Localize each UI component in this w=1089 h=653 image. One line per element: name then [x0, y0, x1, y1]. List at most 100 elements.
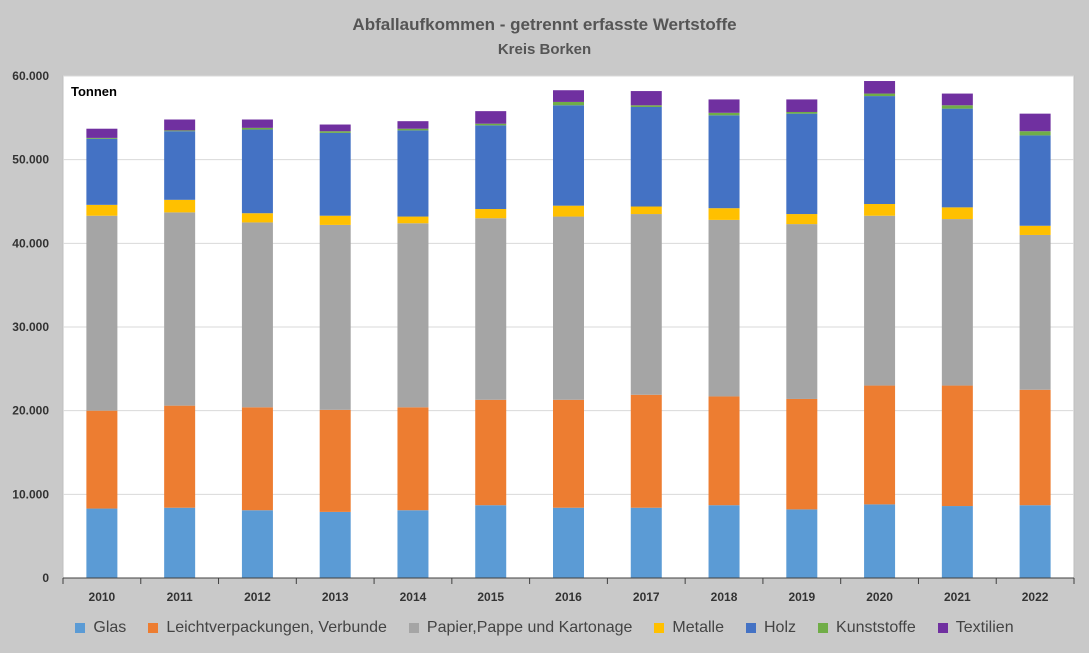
- bar-segment: [164, 119, 196, 131]
- bar-segment: [553, 399, 584, 508]
- legend-swatch: [654, 623, 665, 633]
- legend-entry: Textilien: [937, 619, 1014, 637]
- bar-segment: [786, 214, 818, 225]
- x-tick-label: 2011: [167, 590, 193, 604]
- bar-segment: [786, 224, 818, 399]
- y-tick-label: 20.000: [12, 404, 49, 418]
- bars: [86, 81, 1051, 578]
- bar-segment: [864, 81, 896, 94]
- bar-segment: [164, 405, 196, 508]
- bar-segment: [164, 507, 196, 578]
- bar-segment: [164, 130, 196, 132]
- bar-segment: [397, 407, 429, 511]
- bar-segment: [319, 511, 351, 578]
- bar-segment: [630, 91, 662, 106]
- bar-segment: [241, 129, 273, 214]
- bar-segment: [630, 507, 662, 578]
- y-tick-label: 0: [42, 571, 49, 585]
- bar-segment: [319, 131, 351, 133]
- bar-segment: [941, 207, 973, 220]
- legend-entry: Glas: [75, 619, 126, 637]
- bar-segment: [1019, 135, 1051, 226]
- bar-segment: [941, 105, 973, 109]
- x-tick-label: 2015: [477, 590, 504, 604]
- bar-segment: [319, 124, 351, 132]
- legend-entry: Kunststoffe: [818, 619, 916, 637]
- bar-segment: [241, 127, 273, 130]
- y-tick-label: 40.000: [12, 236, 49, 250]
- legend-entry: Leichtverpackungen, Verbunde: [148, 619, 387, 637]
- bar-segment: [86, 204, 118, 216]
- bar-segment: [786, 113, 818, 215]
- bar-segment: [86, 215, 118, 411]
- legend-label: Kunststoffe: [836, 619, 916, 636]
- x-tick-label: 2013: [322, 590, 349, 604]
- bar-segment: [241, 213, 273, 223]
- bar-segment: [708, 112, 740, 116]
- bar-segment: [475, 209, 507, 219]
- legend-label: Metalle: [672, 619, 724, 636]
- bar-segment: [397, 121, 429, 129]
- x-tick-label: 2019: [788, 590, 815, 604]
- bar-segment: [475, 399, 507, 506]
- bar-segment: [941, 385, 973, 507]
- bar-segment: [319, 409, 351, 512]
- bar-segment: [630, 206, 662, 215]
- bar-segment: [630, 106, 662, 207]
- bar-segment: [553, 507, 584, 578]
- y-tick-label: 10.000: [12, 487, 49, 501]
- bar-segment: [864, 504, 896, 578]
- bar-segment: [86, 128, 118, 138]
- bar-segment: [319, 215, 351, 225]
- y-tick-label: 60.000: [12, 69, 49, 83]
- bar-segment: [630, 105, 662, 107]
- bar-segment: [86, 508, 118, 578]
- bar-segment: [630, 214, 662, 395]
- bar-segment: [241, 407, 273, 511]
- bar-segment: [941, 108, 973, 208]
- bar-segment: [397, 130, 429, 217]
- bar-segment: [553, 205, 584, 217]
- bar-segment: [941, 93, 973, 106]
- bar-segment: [475, 218, 507, 400]
- legend-label: Glas: [93, 619, 127, 636]
- chart-subtitle: Kreis Borken: [497, 41, 592, 58]
- bar-segment: [941, 506, 973, 578]
- legend: Glas Leichtverpackungen, Verbunde Papier,P…: [0, 619, 1089, 637]
- bar-segment: [397, 128, 429, 131]
- bar-segment: [941, 219, 973, 386]
- bar-segment: [864, 96, 896, 205]
- bar-segment: [708, 208, 740, 220]
- x-tick-label: 2020: [866, 590, 893, 604]
- bar-segment: [864, 204, 896, 216]
- bar-segment: [708, 99, 740, 113]
- bar-segment: [864, 215, 896, 386]
- bar-segment: [164, 199, 196, 213]
- bar-segment: [786, 509, 818, 578]
- legend-swatch: [148, 623, 159, 633]
- bar-segment: [864, 93, 896, 97]
- axes: 0 10.000 20.000 30.000 40.000 50.000 60.000 201…: [12, 69, 1075, 604]
- bar-segment: [786, 99, 818, 112]
- x-tick-label: 2018: [711, 590, 738, 604]
- legend-label: Holz: [764, 619, 797, 636]
- bar-segment: [786, 111, 818, 114]
- bar-segment: [86, 137, 118, 139]
- legend-swatch: [746, 623, 756, 633]
- bar-segment: [475, 123, 507, 126]
- bar-segment: [164, 131, 196, 200]
- bar-segment: [86, 410, 118, 509]
- bar-segment: [553, 216, 584, 400]
- bar-segment: [553, 105, 584, 206]
- x-tick-label: 2022: [1022, 590, 1049, 604]
- bar-segment: [1019, 234, 1051, 390]
- x-tick-label: 2016: [555, 590, 582, 604]
- bar-segment: [475, 111, 507, 124]
- x-tick-label: 2012: [244, 590, 271, 604]
- x-tick-label: 2014: [400, 590, 427, 604]
- x-tick-label: 2021: [944, 590, 971, 604]
- bar-segment: [630, 394, 662, 508]
- legend-swatch: [818, 623, 829, 633]
